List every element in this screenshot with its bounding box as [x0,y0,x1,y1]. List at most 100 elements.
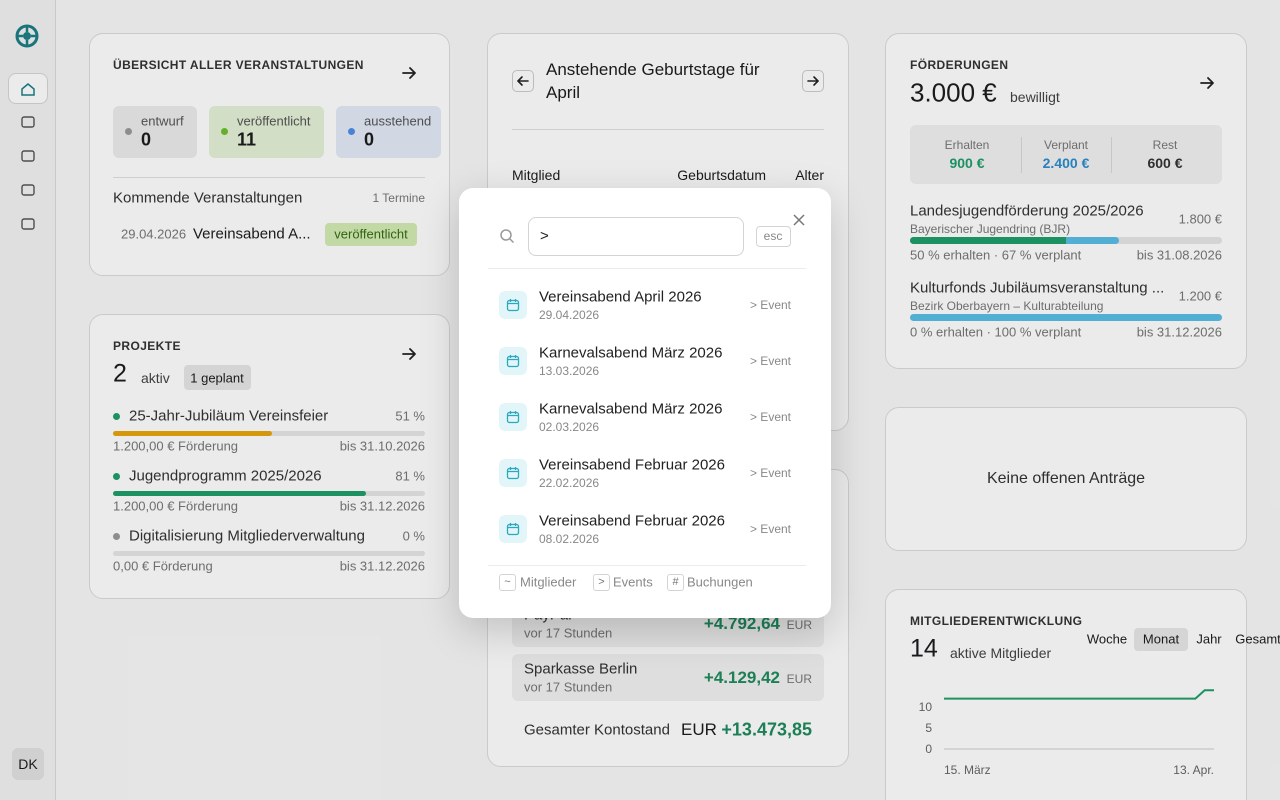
hint-key-label: ~ [504,576,511,588]
funding-amount: 1.200 € [1178,288,1222,304]
project-progress: 51 % [395,408,425,424]
progress-track [113,551,425,556]
column-header: Alter [795,167,824,183]
tab[interactable]: Monat [1142,631,1180,647]
funding-total: 3.000 € [910,77,997,108]
progress-fill [113,431,273,436]
project-name[interactable]: 25-Jahr-Jubiläum Vereinsfeier [129,407,329,425]
account-amount: +4.792,64 [703,614,780,633]
result-kind: > Event [749,522,791,536]
result-icon [506,410,520,424]
result-icon-box [499,291,527,319]
result-icon [506,522,520,536]
result-icon-box [499,347,527,375]
search-icon [499,228,515,244]
project-progress: 0 % [402,528,425,544]
arrow-button[interactable] [1198,74,1216,92]
nav-item[interactable] [20,148,36,164]
arrow-button[interactable] [400,345,418,363]
status-label: ausstehend [364,113,432,129]
stats-box [910,125,1222,184]
funding-name[interactable]: Landesjugendförderung 2025/2026 [910,202,1144,220]
badge [184,365,251,390]
stat-value: 600 € [1147,155,1183,171]
result-icon-box [499,403,527,431]
avatar[interactable]: DK [18,756,38,772]
received-bar [910,237,1066,244]
nav-item[interactable] [20,114,36,130]
status-count: 11 [237,129,257,150]
logo [15,24,39,48]
divider [512,129,824,130]
stat-label: Rest [1152,138,1178,152]
result-title: Karnevalsabend März 2026 [539,400,723,418]
nav-home[interactable] [20,81,36,97]
card-title: ÜBERSICHT ALLER VERANSTALTUNGEN [113,58,364,72]
upcoming-count: 1 Termine [372,191,425,205]
result-date: 13.03.2026 [539,364,600,378]
account-currency: EUR [786,618,812,632]
tab[interactable]: Gesamt [1235,631,1280,647]
event-name[interactable]: Vereinsabend A... [193,225,311,243]
card-title: MITGLIEDERENTWICKLUNG [910,614,1083,628]
card-title: PROJEKTE [113,339,181,353]
divider [113,177,425,178]
nav-item[interactable] [20,182,36,198]
nav-item[interactable] [20,216,36,232]
status-dot [113,413,120,420]
divider [488,268,806,269]
event-status: veröffentlicht [334,226,408,242]
status-box[interactable] [209,106,324,158]
esc-label: esc [763,229,783,243]
result-icon [506,466,520,480]
esc-key [756,226,791,247]
search-input[interactable] [528,217,744,256]
result-title: Vereinsabend Februar 2026 [539,512,725,530]
status-label: veröffentlicht [237,113,311,129]
funding-summary: 0 % erhalten · 100 % verplant [910,324,1082,340]
funding-name[interactable]: Kulturfonds Jubiläumsveranstaltung ... [910,279,1165,297]
sidebar [0,0,56,800]
project-progress: 81 % [395,468,425,484]
project-funding: 1.200,00 € Förderung [113,438,239,454]
status-dot [113,473,120,480]
project-funding: 0,00 € Förderung [113,558,213,574]
tab[interactable]: Woche [1086,631,1128,647]
result-icon-box [499,515,527,543]
project-count-label: aktiv [141,370,170,386]
search-query: > [540,227,549,245]
back-icon [516,74,530,88]
hint-key [499,574,516,591]
status-count: 0 [141,129,152,150]
tab[interactable]: Jahr [1196,631,1222,647]
result-date: 29.04.2026 [539,308,600,322]
status-dot [348,128,355,135]
account-updated: vor 17 Stunden [524,679,613,695]
result-kind: > Event [749,298,791,312]
member-count-label: aktive Mitglieder [950,645,1052,661]
forward-button[interactable] [802,70,824,92]
hint-label: Events [613,574,653,590]
result-date: 22.02.2026 [539,476,600,490]
funding-summary: 50 % erhalten · 67 % verplant [910,247,1082,263]
column-header: Geburtsdatum [677,167,766,183]
account-updated: vor 17 Stunden [524,625,613,641]
close-button[interactable] [792,213,806,227]
project-name[interactable]: Digitalisierung Mitgliederverwaltung [129,527,365,545]
divider [488,565,806,566]
avatar-box [12,748,44,780]
status-label: entwurf [141,113,184,129]
arrow-button[interactable] [400,64,418,82]
project-name[interactable]: Jugendprogramm 2025/2026 [129,467,322,485]
total-currency: EUR [681,720,717,739]
result-title: Vereinsabend April 2026 [539,288,702,306]
forward-icon [806,74,820,88]
back-button[interactable] [512,70,534,92]
funding-amount: 1.800 € [1178,211,1222,227]
result-kind: > Event [749,410,791,424]
badge [325,223,417,246]
account-row[interactable] [512,654,824,701]
account-amount: +4.129,42 [703,668,780,687]
planned-bar [910,314,1222,321]
status-dot [113,533,120,540]
